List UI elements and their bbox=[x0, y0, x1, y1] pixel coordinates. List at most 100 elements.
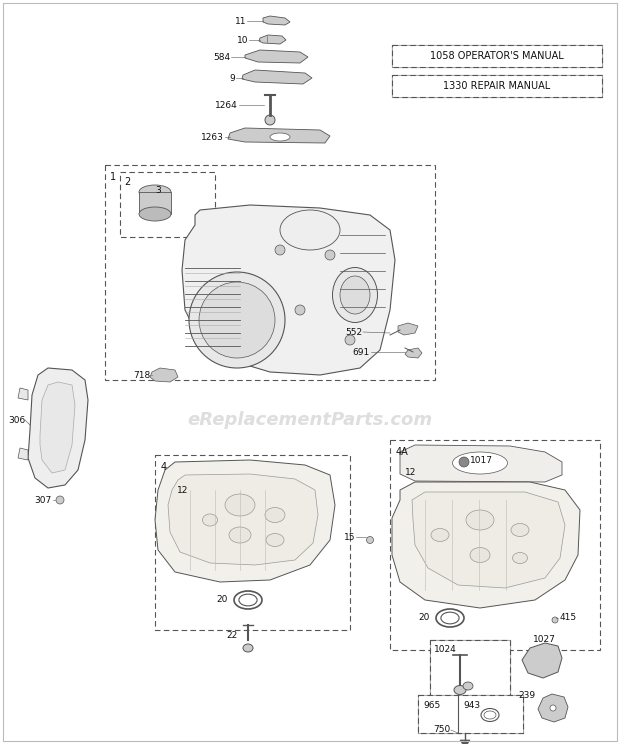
Circle shape bbox=[295, 305, 305, 315]
Text: 4: 4 bbox=[161, 462, 167, 472]
Ellipse shape bbox=[513, 553, 528, 563]
Text: 584: 584 bbox=[213, 53, 230, 62]
Circle shape bbox=[275, 245, 285, 255]
Text: 1027: 1027 bbox=[533, 635, 556, 644]
Bar bbox=[105, 165, 435, 380]
Ellipse shape bbox=[266, 533, 284, 547]
Polygon shape bbox=[28, 368, 88, 488]
Text: 20: 20 bbox=[418, 614, 430, 623]
Ellipse shape bbox=[225, 494, 255, 516]
Polygon shape bbox=[18, 448, 28, 460]
Polygon shape bbox=[150, 368, 178, 382]
Ellipse shape bbox=[139, 185, 171, 199]
Text: 10: 10 bbox=[236, 36, 248, 45]
Text: 718: 718 bbox=[133, 371, 150, 379]
Text: 1024: 1024 bbox=[434, 646, 457, 655]
Ellipse shape bbox=[431, 528, 449, 542]
Circle shape bbox=[325, 250, 335, 260]
Ellipse shape bbox=[340, 276, 370, 314]
Text: 415: 415 bbox=[560, 614, 577, 623]
Bar bbox=[392, 45, 602, 67]
Text: 3: 3 bbox=[155, 185, 161, 194]
Bar bbox=[139, 192, 171, 214]
Polygon shape bbox=[405, 348, 422, 358]
Circle shape bbox=[56, 496, 64, 504]
Polygon shape bbox=[228, 128, 330, 143]
Bar bbox=[418, 695, 523, 733]
Circle shape bbox=[459, 457, 469, 467]
Ellipse shape bbox=[470, 548, 490, 562]
Text: 12: 12 bbox=[177, 486, 188, 495]
Text: 1264: 1264 bbox=[215, 100, 238, 109]
Polygon shape bbox=[400, 445, 562, 482]
Bar bbox=[390, 440, 600, 650]
Ellipse shape bbox=[243, 644, 253, 652]
Circle shape bbox=[550, 705, 556, 711]
Text: 965: 965 bbox=[423, 701, 440, 710]
Text: 239: 239 bbox=[518, 690, 535, 699]
Text: 12: 12 bbox=[405, 467, 417, 476]
Bar bbox=[155, 455, 350, 630]
Bar bbox=[392, 45, 602, 67]
Polygon shape bbox=[40, 382, 75, 473]
Text: 2: 2 bbox=[124, 177, 130, 187]
Circle shape bbox=[552, 617, 558, 623]
Polygon shape bbox=[242, 70, 312, 84]
Polygon shape bbox=[155, 460, 335, 582]
Circle shape bbox=[199, 282, 275, 358]
Polygon shape bbox=[18, 388, 28, 400]
Circle shape bbox=[265, 115, 275, 125]
Text: 9: 9 bbox=[229, 74, 235, 83]
Circle shape bbox=[345, 335, 355, 345]
Ellipse shape bbox=[229, 527, 251, 543]
Text: 306: 306 bbox=[8, 415, 25, 425]
Bar bbox=[120, 172, 215, 237]
Polygon shape bbox=[412, 492, 565, 588]
Text: 552: 552 bbox=[345, 327, 362, 336]
Text: 20: 20 bbox=[216, 595, 228, 604]
Text: 1263: 1263 bbox=[201, 132, 224, 141]
Text: 1330 REPAIR MANUAL: 1330 REPAIR MANUAL bbox=[443, 81, 551, 91]
Circle shape bbox=[366, 536, 373, 544]
Text: 691: 691 bbox=[353, 347, 370, 356]
Text: 307: 307 bbox=[35, 496, 52, 504]
Text: eReplacementParts.com: eReplacementParts.com bbox=[187, 411, 433, 429]
Polygon shape bbox=[538, 694, 568, 722]
Polygon shape bbox=[398, 323, 418, 335]
Text: 1: 1 bbox=[110, 172, 116, 182]
Polygon shape bbox=[263, 16, 290, 25]
Text: 1058 OPERATOR'S MANUAL: 1058 OPERATOR'S MANUAL bbox=[430, 51, 564, 61]
Ellipse shape bbox=[332, 268, 378, 322]
Ellipse shape bbox=[265, 507, 285, 522]
Text: 15: 15 bbox=[343, 533, 355, 542]
Text: 11: 11 bbox=[234, 16, 246, 25]
Ellipse shape bbox=[280, 210, 340, 250]
Polygon shape bbox=[182, 205, 395, 375]
Ellipse shape bbox=[511, 524, 529, 536]
Ellipse shape bbox=[453, 452, 508, 474]
Bar bbox=[430, 640, 510, 700]
Polygon shape bbox=[259, 35, 286, 44]
Ellipse shape bbox=[454, 685, 466, 694]
Polygon shape bbox=[168, 474, 318, 565]
Text: 1017: 1017 bbox=[470, 455, 493, 464]
FancyArrowPatch shape bbox=[268, 20, 282, 22]
Polygon shape bbox=[522, 643, 562, 678]
Ellipse shape bbox=[463, 682, 473, 690]
Text: 22: 22 bbox=[227, 630, 238, 640]
Bar bbox=[418, 695, 523, 733]
Text: 750: 750 bbox=[433, 725, 450, 734]
Ellipse shape bbox=[466, 510, 494, 530]
Ellipse shape bbox=[203, 514, 218, 526]
Ellipse shape bbox=[270, 133, 290, 141]
Polygon shape bbox=[245, 50, 308, 63]
Bar bbox=[392, 75, 602, 97]
Polygon shape bbox=[460, 740, 470, 744]
Ellipse shape bbox=[139, 207, 171, 221]
Text: 943: 943 bbox=[463, 701, 480, 710]
Circle shape bbox=[189, 272, 285, 368]
Text: 4A: 4A bbox=[396, 447, 409, 457]
Bar bbox=[430, 640, 510, 700]
Bar bbox=[392, 75, 602, 97]
Polygon shape bbox=[392, 482, 580, 608]
